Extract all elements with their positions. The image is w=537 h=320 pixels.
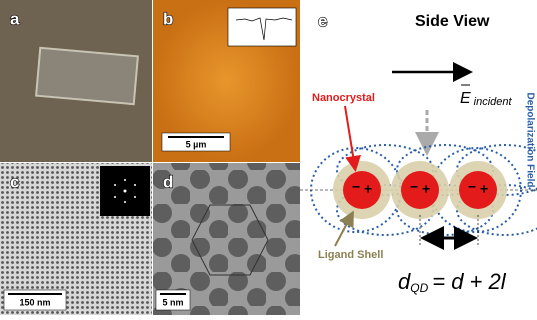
scale-bar-label: 5 µm [186,139,207,149]
charge: + [480,181,488,197]
page: a 5 µm b 150 nm c 5 nm d e Side View Ein… [0,0,537,315]
formula-lhs: d [398,269,411,294]
depolarization-label: Depolarization Field [524,92,535,187]
figure: a 5 µm b 150 nm c 5 nm d e Side View Ein… [0,0,537,315]
panel-label: e [318,11,327,30]
scale-bar-label: 150 nm [19,297,50,307]
nanocrystal-pointer [345,106,355,168]
inset-plot [228,8,296,46]
formula-subscript: QD [410,281,428,295]
ligand-pointer [335,214,352,246]
formula-rhs: = d + 2l [432,269,507,294]
nanocrystal-label: Nanocrystal [312,92,375,104]
ligand-label: Ligand Shell [318,249,383,261]
charge: − [468,179,476,195]
field-subscript: incident [474,96,513,108]
charge: − [352,179,360,195]
charge: + [422,181,430,197]
glass-slide [36,48,138,104]
panel-label: a [10,9,20,28]
charge: − [410,179,418,195]
panel-label: d [163,172,173,191]
formula: dQD = d + 2l [398,269,507,295]
panel-label: c [10,172,19,191]
field-symbol: E [460,90,471,107]
panel-label: b [163,9,173,28]
charge: + [364,181,372,197]
scale-bar-label: 5 nm [162,297,183,307]
diagram-title: Side View [415,13,490,30]
